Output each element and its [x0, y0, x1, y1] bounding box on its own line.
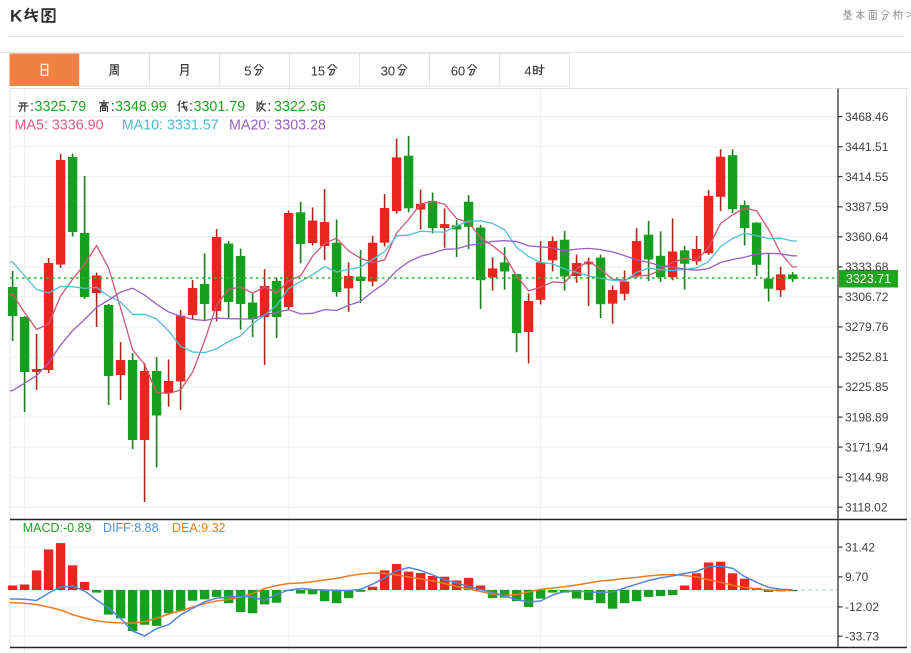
svg-text:3279.76: 3279.76 [845, 320, 889, 334]
svg-text:3198.89: 3198.89 [845, 410, 889, 424]
svg-text:15: 15 [311, 63, 325, 78]
svg-text:MA10: 3331.57: MA10: 3331.57 [122, 118, 219, 134]
svg-text:>: > [906, 8, 911, 22]
svg-text:3323.71: 3323.71 [846, 272, 891, 286]
svg-text:3144.98: 3144.98 [845, 470, 889, 484]
svg-text:3325.79: 3325.79 [35, 99, 87, 115]
svg-text:3468.46: 3468.46 [845, 110, 889, 124]
svg-text:K: K [10, 7, 23, 26]
svg-text::: : [30, 99, 34, 115]
svg-text:-33.73: -33.73 [845, 629, 879, 643]
svg-text:4: 4 [524, 63, 531, 78]
svg-text::: : [189, 99, 193, 115]
svg-text:MA5: 3336.90: MA5: 3336.90 [15, 118, 104, 134]
svg-text:MACD:-0.89: MACD:-0.89 [23, 521, 92, 535]
svg-text:3301.79: 3301.79 [194, 99, 246, 115]
svg-text::: : [111, 99, 115, 115]
svg-text:31.42: 31.42 [845, 540, 875, 554]
svg-text:DEA:9.32: DEA:9.32 [172, 521, 226, 535]
svg-text:3306.72: 3306.72 [845, 290, 889, 304]
svg-text:3360.64: 3360.64 [845, 230, 889, 244]
svg-text:3348.99: 3348.99 [115, 99, 167, 115]
svg-text:5: 5 [244, 63, 251, 78]
svg-text:3414.55: 3414.55 [845, 170, 889, 184]
svg-text:9.70: 9.70 [845, 570, 869, 584]
svg-text:3322.36: 3322.36 [274, 99, 326, 115]
svg-text:3225.85: 3225.85 [845, 380, 889, 394]
svg-text:3387.59: 3387.59 [845, 200, 889, 214]
svg-text:3171.94: 3171.94 [845, 440, 889, 454]
svg-text:3118.02: 3118.02 [845, 500, 888, 514]
svg-text:3441.51: 3441.51 [845, 140, 889, 154]
svg-text:DIFF:8.88: DIFF:8.88 [103, 521, 159, 535]
svg-text:60: 60 [451, 63, 465, 78]
svg-text:3333.68: 3333.68 [845, 260, 889, 274]
svg-text:3252.81: 3252.81 [845, 350, 889, 364]
svg-text:30: 30 [381, 63, 395, 78]
svg-text:MA20: 3303.28: MA20: 3303.28 [229, 118, 326, 134]
svg-text::: : [267, 99, 271, 115]
svg-text:-12.02: -12.02 [845, 600, 879, 614]
